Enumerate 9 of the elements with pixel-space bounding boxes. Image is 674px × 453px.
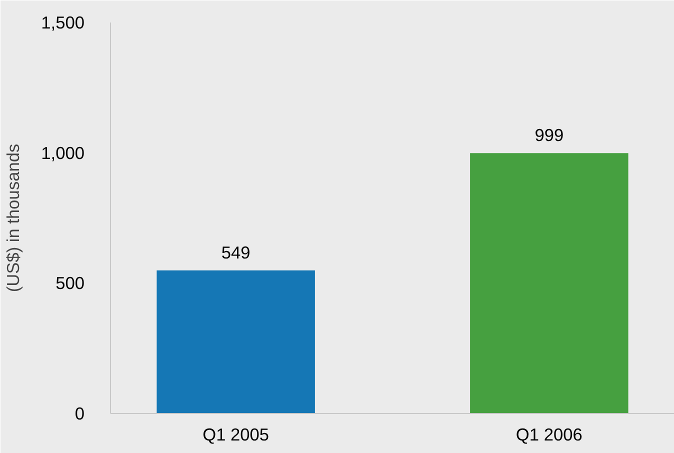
data-label: 549 — [221, 242, 250, 262]
y-axis-title: (US$) in thousands — [3, 144, 24, 292]
y-tick-label: 0 — [74, 404, 85, 424]
y-tick-label: 1,500 — [41, 12, 85, 32]
x-tick-label: Q1 2006 — [516, 424, 582, 444]
y-tick-label: 1,000 — [41, 142, 85, 163]
y-tick-label: 500 — [56, 273, 85, 294]
data-label: 999 — [534, 125, 564, 146]
x-tick-label: Q1 2005 — [202, 424, 270, 444]
